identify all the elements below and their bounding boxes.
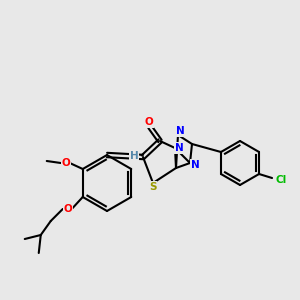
Text: O: O bbox=[61, 158, 70, 168]
Text: H: H bbox=[130, 151, 138, 161]
Text: N: N bbox=[175, 143, 183, 153]
Text: Cl: Cl bbox=[275, 175, 287, 185]
Text: O: O bbox=[145, 117, 153, 127]
Text: N: N bbox=[176, 126, 184, 136]
Text: N: N bbox=[190, 160, 200, 170]
Text: S: S bbox=[149, 182, 157, 192]
Text: O: O bbox=[63, 204, 72, 214]
